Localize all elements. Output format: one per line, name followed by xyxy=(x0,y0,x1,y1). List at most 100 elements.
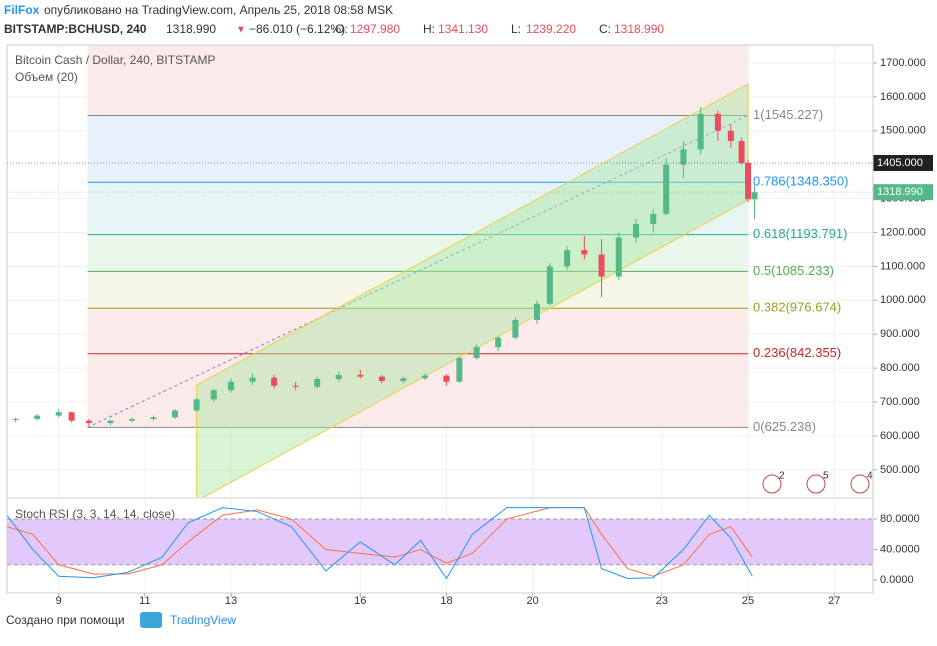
event-flag xyxy=(762,474,782,494)
ohlc-label: H: xyxy=(423,22,435,36)
candle-body xyxy=(107,420,114,424)
candle-body xyxy=(421,375,428,379)
fib-zone xyxy=(87,353,749,428)
candle-body xyxy=(598,254,605,277)
candle-body xyxy=(443,375,450,382)
y-tick-label: 700.000 xyxy=(880,396,920,408)
fib-label: 0.786(1348.350) xyxy=(753,174,848,189)
candle-body xyxy=(314,378,321,387)
candle-body xyxy=(249,377,256,382)
x-tick-label: 23 xyxy=(656,595,668,607)
candle-body xyxy=(400,378,407,382)
event-count: 5 xyxy=(823,471,829,482)
candle-body xyxy=(680,149,687,165)
symbol: BITSTAMP:BCHUSD, 240 xyxy=(4,22,147,36)
candle-body xyxy=(751,192,758,200)
candle-body xyxy=(650,213,657,225)
candle-body xyxy=(85,420,92,424)
candle-body xyxy=(738,140,745,164)
stoch-title: Stoch RSI (3, 3, 14, 14, close) xyxy=(15,507,175,521)
ohlc-value: 1318.990 xyxy=(614,22,664,36)
volume-title: Объем (20) xyxy=(15,70,78,84)
fib-zone xyxy=(87,234,749,272)
y-tick-label: 1600.000 xyxy=(880,91,926,103)
fib-zone xyxy=(87,115,749,183)
author[interactable]: FilFox xyxy=(4,3,40,17)
fib-trend xyxy=(87,115,749,428)
fib-label: 0.382(976.674) xyxy=(753,300,841,315)
x-tick-label: 25 xyxy=(742,595,754,607)
published: опубликовано на TradingView.com, Апрель … xyxy=(44,3,393,17)
candle-body xyxy=(697,113,704,150)
y-tick-label: 1000.000 xyxy=(880,294,926,306)
candle-body xyxy=(357,374,364,377)
x-tick-label: 13 xyxy=(225,595,237,607)
tv-logo xyxy=(140,612,162,628)
event-flag xyxy=(806,474,826,494)
x-tick-label: 11 xyxy=(139,595,150,607)
last-price: 1318.990 xyxy=(166,22,216,36)
candle-body xyxy=(495,337,502,348)
candle-body xyxy=(581,250,588,255)
price-badge xyxy=(873,184,933,201)
y-tick-label: 0.0000 xyxy=(880,574,914,586)
candle-body xyxy=(745,163,752,200)
candle-body xyxy=(546,266,553,304)
candle-body xyxy=(615,237,622,277)
x-tick-label: 9 xyxy=(56,595,62,607)
stoch-band xyxy=(7,519,873,565)
candle-body xyxy=(633,224,640,238)
fib-label: 1(1545.227) xyxy=(753,107,823,122)
candle-body xyxy=(378,376,385,382)
candle-body xyxy=(533,303,540,320)
candle-body xyxy=(335,374,342,379)
event-count: 4 xyxy=(867,471,873,482)
candle-body xyxy=(456,357,463,382)
candle-body xyxy=(55,412,62,416)
candle-body xyxy=(512,319,519,338)
y-tick-label: 1100.000 xyxy=(880,260,925,272)
candle-body xyxy=(34,415,41,420)
candle-body xyxy=(714,113,721,131)
y-tick-label: 40.0000 xyxy=(880,543,920,555)
candle-body xyxy=(68,412,75,421)
x-tick-label: 27 xyxy=(828,595,840,607)
fib-zone xyxy=(87,308,749,354)
candle-body xyxy=(727,130,734,141)
fib-zone xyxy=(87,271,749,309)
candle-body xyxy=(292,385,299,387)
candle-body xyxy=(228,381,235,391)
fib-label: 0.5(1085.233) xyxy=(753,263,834,278)
y-tick-label: 80.0000 xyxy=(880,513,920,525)
event-count: 2 xyxy=(779,471,785,482)
fib-label: 0.618(1193.791) xyxy=(753,226,847,241)
candle-body xyxy=(473,347,480,358)
change: −86.010 (−6.12%) xyxy=(249,22,345,36)
candle-body xyxy=(663,164,670,214)
candle-body xyxy=(564,250,571,267)
x-tick-label: 18 xyxy=(440,595,452,607)
ohlc-label: O: xyxy=(335,22,348,36)
candle-body xyxy=(12,419,19,421)
price-badge xyxy=(873,155,933,172)
candle-body xyxy=(128,419,135,421)
fib-zone xyxy=(87,45,749,116)
fib-label: 0(625.238) xyxy=(753,419,816,434)
stoch-d xyxy=(7,507,753,577)
y-tick-label: 1200.000 xyxy=(880,226,926,238)
ohlc-value: 1341.130 xyxy=(438,22,488,36)
footer-brand[interactable]: TradingView xyxy=(170,613,236,627)
x-tick-label: 20 xyxy=(527,595,539,607)
y-tick-label: 600.000 xyxy=(880,430,920,442)
fib-label: 0.236(842.355) xyxy=(753,345,841,360)
x-tick-label: 16 xyxy=(354,595,366,607)
plot-frame xyxy=(6,44,874,594)
ohlc-value: 1239.220 xyxy=(526,22,576,36)
candle-body xyxy=(193,399,200,411)
footer-text: Создано при помощи xyxy=(6,613,125,627)
price-badge-label: 1405.000 xyxy=(877,157,923,169)
y-tick-label: 800.000 xyxy=(880,362,920,374)
ohlc-label: L: xyxy=(511,22,521,36)
event-flag xyxy=(850,474,870,494)
